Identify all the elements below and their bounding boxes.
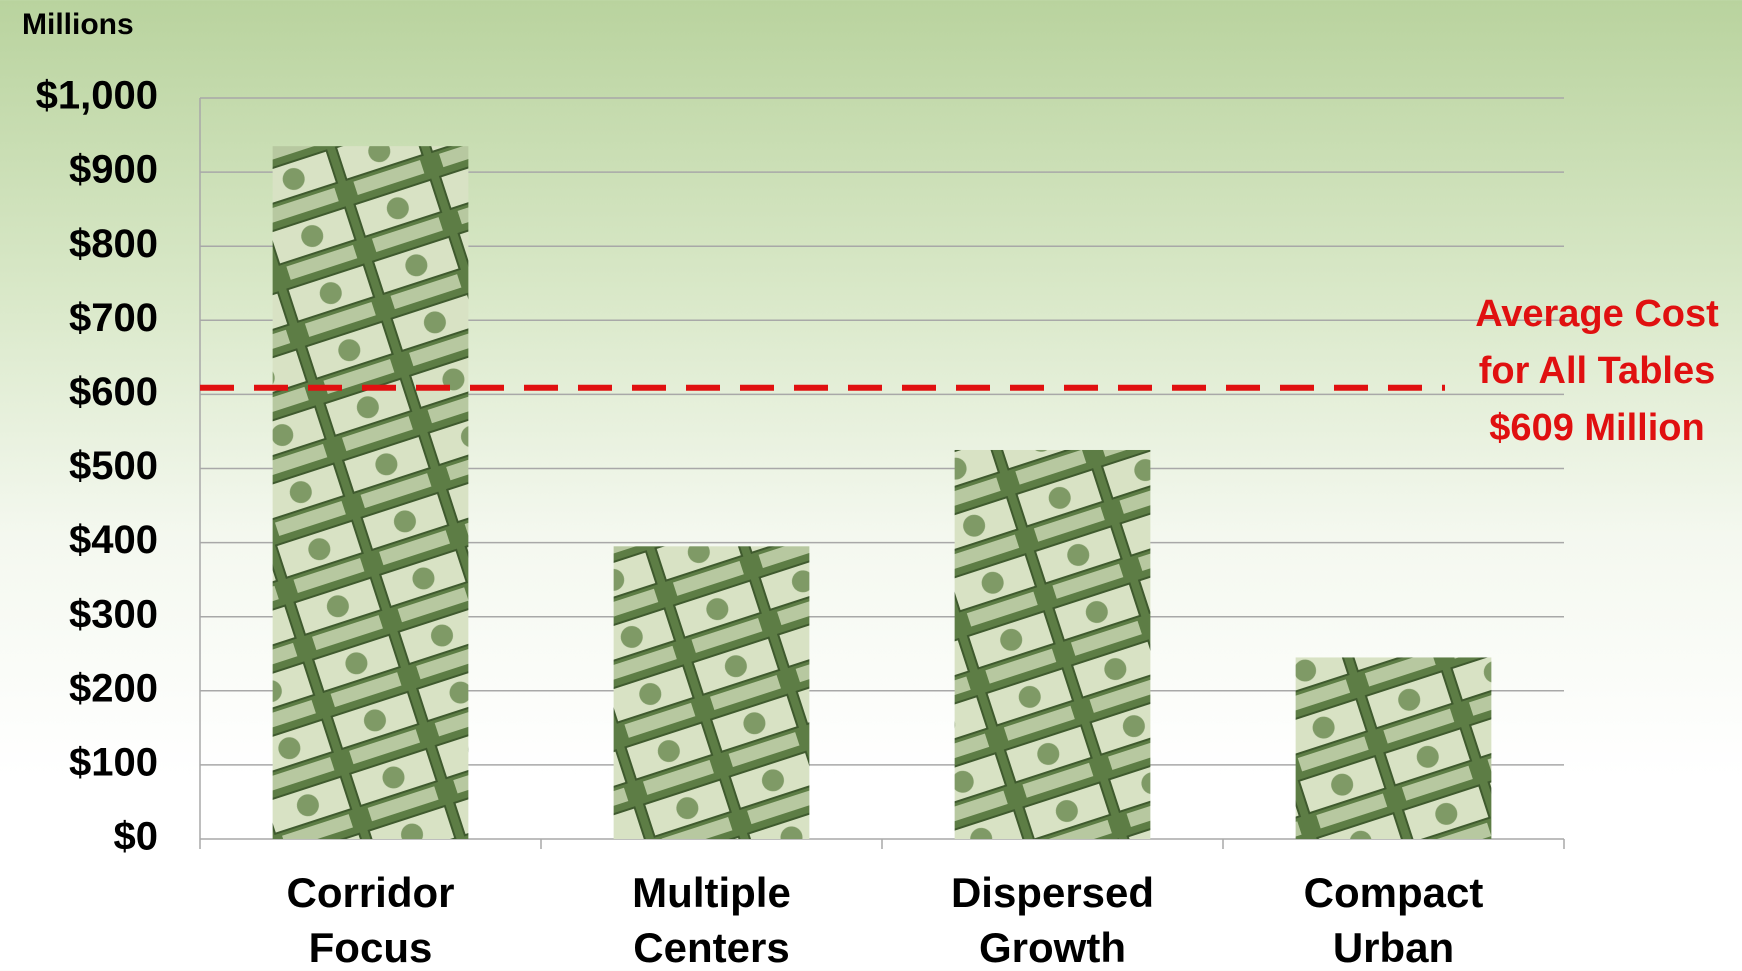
y-tick-label: $600 <box>69 370 158 414</box>
annotation: for All Tables <box>1478 350 1716 392</box>
bar <box>613 546 810 839</box>
y-tick-label: $200 <box>69 666 158 710</box>
y-tick-label: $300 <box>69 592 158 636</box>
x-tick-label: Multiple Centers <box>632 869 791 971</box>
y-tick-label: $100 <box>69 740 158 784</box>
bar <box>1295 657 1492 839</box>
y-axis-label: Millions <box>22 8 134 41</box>
annotation: $609 Million <box>1489 407 1705 449</box>
annotation: Average Cost <box>1475 293 1719 335</box>
y-tick-label: $0 <box>114 815 159 859</box>
y-tick-label: $500 <box>69 444 158 488</box>
y-tick-label: $800 <box>69 222 158 266</box>
x-tick-label: Compact Urban <box>1303 869 1484 971</box>
y-tick-label: $400 <box>69 518 158 562</box>
x-tick-label: Corridor Focus <box>286 869 455 971</box>
bar <box>954 449 1151 839</box>
bar <box>272 146 469 840</box>
y-tick-label: $700 <box>69 296 158 340</box>
x-tick-label: Dispersed Growth <box>950 869 1155 971</box>
y-tick-label: $1,000 <box>36 74 158 118</box>
y-tick-label: $900 <box>69 148 158 192</box>
